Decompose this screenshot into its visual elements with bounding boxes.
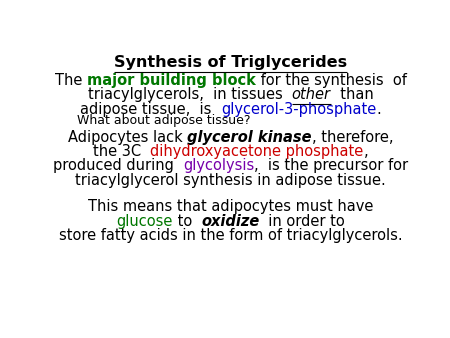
Text: for the synthesis  of: for the synthesis of: [256, 73, 406, 88]
Text: Adipocytes lack: Adipocytes lack: [68, 129, 187, 145]
Text: glycolysis: glycolysis: [183, 158, 254, 173]
Text: the 3C: the 3C: [93, 144, 150, 159]
Text: ,  is the precursor for: , is the precursor for: [254, 158, 409, 173]
Text: triacylglycerol synthesis in adipose tissue.: triacylglycerol synthesis in adipose tis…: [75, 172, 386, 188]
Text: adipose tissue,  is: adipose tissue, is: [80, 102, 221, 117]
Text: to: to: [172, 214, 201, 228]
Text: oxidize: oxidize: [201, 214, 259, 228]
Text: glucose: glucose: [116, 214, 172, 228]
Text: This means that adipocytes must have: This means that adipocytes must have: [88, 199, 374, 214]
Text: glycerol kinase: glycerol kinase: [187, 129, 312, 145]
Text: ,: ,: [364, 144, 368, 159]
Text: , therefore,: , therefore,: [312, 129, 393, 145]
Text: The: The: [55, 73, 87, 88]
Text: major building block: major building block: [87, 73, 256, 88]
Text: glycerol-3-phosphate: glycerol-3-phosphate: [221, 102, 376, 117]
Text: in order to: in order to: [259, 214, 345, 228]
Text: Synthesis of Triglycerides: Synthesis of Triglycerides: [114, 55, 347, 70]
Text: than: than: [331, 88, 374, 102]
Text: other: other: [292, 88, 331, 102]
Text: What about adipose tissue?: What about adipose tissue?: [77, 114, 251, 127]
Text: triacylglycerols,  in tissues: triacylglycerols, in tissues: [88, 88, 292, 102]
Text: dihydroxyacetone phosphate: dihydroxyacetone phosphate: [150, 144, 364, 159]
Text: produced during: produced during: [53, 158, 183, 173]
Text: store fatty acids in the form of triacylglycerols.: store fatty acids in the form of triacyl…: [59, 228, 402, 243]
Text: .: .: [376, 102, 381, 117]
